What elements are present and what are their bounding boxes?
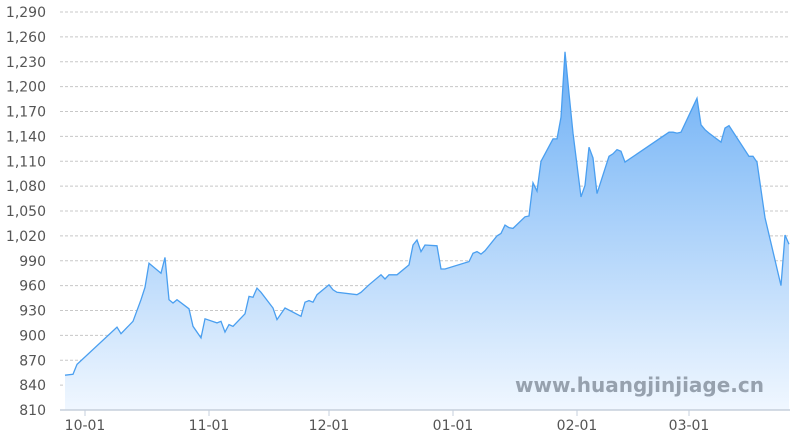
y-tick-label: 1,200 <box>6 80 46 96</box>
y-tick-label: 1,080 <box>6 179 46 195</box>
y-tick-label: 810 <box>19 403 46 419</box>
y-tick-label: 1,140 <box>6 129 46 145</box>
x-tick-label: 01-01 <box>433 418 474 434</box>
y-tick-label: 990 <box>19 254 46 270</box>
x-tick-label: 12-01 <box>309 418 350 434</box>
x-tick-label: 02-01 <box>557 418 598 434</box>
y-tick-label: 1,110 <box>6 154 46 170</box>
y-tick-label: 840 <box>19 378 46 394</box>
y-tick-label: 960 <box>19 279 46 295</box>
y-tick-label: 1,020 <box>6 229 46 245</box>
y-tick-label: 1,290 <box>6 5 46 21</box>
x-tick-label: 03-01 <box>669 418 710 434</box>
x-tick-label: 11-01 <box>189 418 230 434</box>
y-tick-label: 1,050 <box>6 204 46 220</box>
price-area-fill <box>65 52 789 410</box>
x-axis: 10-01 11-01 12-01 01-01 02-01 03-01 <box>60 410 790 434</box>
y-tick-label: 930 <box>19 304 46 320</box>
y-tick-label: 870 <box>19 353 46 369</box>
x-tick-label: 10-01 <box>65 418 106 434</box>
y-tick-label: 1,170 <box>6 105 46 121</box>
y-tick-label: 900 <box>19 328 46 344</box>
y-tick-label: 1,260 <box>6 30 46 46</box>
y-axis: 810 840 870 900 930 960 990 1,020 1,050 1,080 1,11… <box>6 5 46 419</box>
y-tick-label: 1,230 <box>6 55 46 71</box>
watermark: www.huangjinjiage.cn <box>515 373 764 397</box>
